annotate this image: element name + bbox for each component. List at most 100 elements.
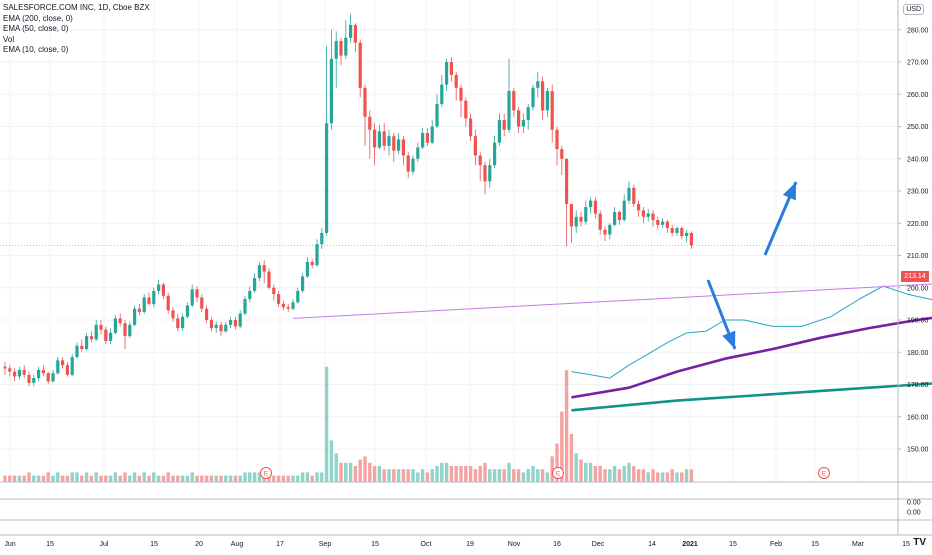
candle-body	[464, 101, 467, 119]
candle-body	[162, 285, 165, 296]
legend-vol[interactable]: Vol	[3, 35, 150, 46]
candle-body	[258, 265, 261, 278]
volume-bar	[171, 476, 174, 482]
legend-ema50[interactable]: EMA (50, close, 0)	[3, 24, 150, 35]
candle-body	[488, 165, 491, 181]
volume-bar	[215, 476, 218, 482]
volume-bar	[339, 463, 342, 482]
volume-bar	[474, 469, 477, 482]
candle-body	[181, 317, 184, 328]
x-tick-label: 17	[276, 541, 284, 548]
volume-bar	[599, 466, 602, 482]
candle-body	[493, 143, 496, 166]
volume-bar	[589, 463, 592, 482]
volume-bar	[56, 472, 59, 482]
y-tick-label: 240.00	[907, 156, 929, 163]
y-tick-label: 160.00	[907, 414, 929, 421]
volume-bar	[23, 476, 26, 482]
volume-bar	[18, 476, 21, 482]
volume-bar	[690, 469, 693, 482]
candle-body	[651, 214, 654, 220]
candle-body	[435, 104, 438, 127]
candle-body	[200, 297, 203, 308]
candle-body	[407, 156, 410, 172]
candle-body	[253, 278, 256, 291]
volume-bar	[666, 472, 669, 482]
volume-bar	[368, 463, 371, 482]
candle-body	[378, 131, 381, 147]
y-tick-label: 170.00	[907, 382, 929, 389]
candle-body	[37, 370, 40, 378]
volume-bar	[47, 472, 50, 482]
volume-bar	[200, 476, 203, 482]
candle-body	[152, 291, 155, 304]
volume-bar	[224, 476, 227, 482]
candle-body	[642, 210, 645, 216]
candle-body	[551, 91, 554, 130]
volume-bar	[426, 472, 429, 482]
y-tick-label: 230.00	[907, 189, 929, 196]
candle-body	[23, 370, 26, 375]
candle-body	[344, 38, 347, 56]
tradingview-logo: TV	[913, 537, 926, 548]
x-tick-label: Dec	[592, 541, 605, 548]
volume-bar	[541, 469, 544, 482]
candle-body	[671, 228, 674, 233]
candle-body	[306, 262, 309, 277]
candle-body	[325, 123, 328, 233]
candle-body	[675, 228, 678, 233]
y-tick-label: 190.00	[907, 318, 929, 325]
volume-bar	[613, 466, 616, 482]
candle-body	[570, 204, 573, 227]
volume-bar	[27, 472, 30, 482]
volume-bar	[239, 476, 242, 482]
volume-bar	[522, 472, 525, 482]
candle-body	[637, 204, 640, 210]
candle-body	[263, 265, 266, 271]
candle-body	[459, 88, 462, 101]
x-tick-label: 16	[553, 541, 561, 548]
candle-body	[402, 139, 405, 155]
y-tick-label: 280.00	[907, 27, 929, 34]
volume-bar	[459, 466, 462, 482]
volume-bar	[8, 476, 11, 482]
volume-bar	[186, 476, 189, 482]
y-tick-label: 180.00	[907, 350, 929, 357]
legend-ema10[interactable]: EMA (10, close, 0)	[3, 45, 150, 56]
candle-body	[680, 228, 683, 236]
candle-body	[339, 41, 342, 56]
volume-bar	[431, 469, 434, 482]
candle-body	[411, 159, 414, 172]
volume-bar	[546, 472, 549, 482]
candle-body	[656, 220, 659, 225]
candle-body	[143, 297, 146, 312]
volume-bar	[397, 469, 400, 482]
volume-bar	[575, 453, 578, 482]
sub-pane-label: 0.00	[907, 500, 921, 507]
volume-bar	[277, 476, 280, 482]
candle-body	[690, 233, 693, 245]
volume-bar	[488, 469, 491, 482]
candle-body	[95, 325, 98, 340]
candle-body	[565, 159, 568, 204]
candle-body	[296, 291, 299, 302]
volume-bar	[387, 469, 390, 482]
candle-body	[531, 88, 534, 107]
volume-bar	[306, 472, 309, 482]
candle-body	[56, 360, 59, 373]
earnings-marker-label: E	[264, 471, 269, 478]
currency-button[interactable]: USD	[903, 4, 924, 15]
candle-body	[195, 289, 198, 297]
x-tick-label: Mar	[852, 541, 865, 548]
legend-symbol[interactable]: SALESFORCE.COM INC, 1D, Cboe BZX	[3, 3, 150, 14]
legend-ema200[interactable]: EMA (200, close, 0)	[3, 14, 150, 25]
volume-bar	[157, 476, 160, 482]
candle-body	[128, 325, 131, 336]
y-tick-label: 220.00	[907, 221, 929, 228]
candle-body	[157, 285, 160, 291]
candle-body	[32, 378, 35, 383]
candle-body	[498, 120, 501, 143]
